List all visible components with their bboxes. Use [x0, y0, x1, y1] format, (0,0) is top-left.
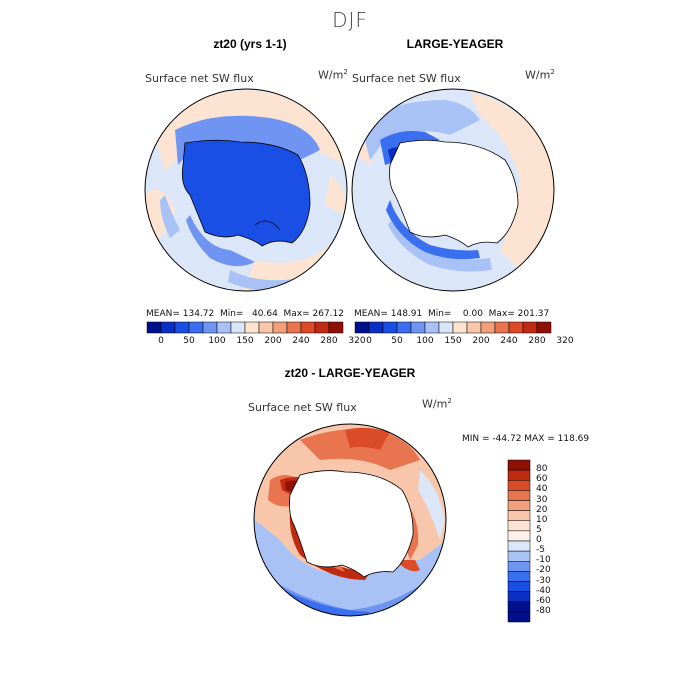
colorbar-tick-label: -30 [536, 575, 551, 586]
colorbar-tick-label: 240 [500, 336, 518, 346]
colorbar-swatch [368, 321, 384, 334]
colorbar-swatch [494, 321, 510, 334]
colorbar-tick-label: 200 [264, 336, 282, 346]
colorbar-swatch [300, 321, 316, 334]
panel1-variable: Surface net SW flux [145, 72, 254, 85]
colorbar-tick-label: 150 [236, 336, 254, 346]
colorbar-tick-label: 50 [183, 336, 195, 346]
colorbar-tick-label: 200 [472, 336, 490, 346]
colorbar-swatch [507, 561, 531, 572]
colorbar-tick-label: 0 [536, 535, 542, 545]
colorbar-swatch [507, 510, 531, 521]
colorbar-tick-label: 320 [348, 336, 366, 346]
colorbar-tick-label: 100 [208, 336, 226, 346]
colorbar-swatch [507, 611, 531, 623]
colorbar-tick-label: 10 [536, 514, 548, 525]
colorbar-swatch [202, 321, 218, 334]
colorbar-tick-label: 150 [444, 336, 462, 346]
colorbar-swatch [174, 321, 190, 334]
panel1-border [144, 88, 348, 292]
colorbar-tick-label: 100 [416, 336, 434, 346]
season-title: DJF [332, 8, 368, 32]
colorbar-swatch [507, 490, 531, 501]
panel3-units: W/m2 [422, 397, 452, 411]
colorbar-tick-label: -60 [536, 595, 551, 606]
colorbar-tick-label: 280 [320, 336, 338, 346]
colorbar-swatch [410, 321, 426, 334]
colorbar-swatch [146, 321, 162, 334]
colorbar-swatch [258, 321, 274, 334]
colorbar-swatch [507, 540, 531, 552]
colorbar-swatch [354, 321, 370, 334]
colorbar-tick-label: 280 [528, 336, 546, 346]
panel2-title: LARGE-YEAGER [406, 37, 504, 51]
colorbar-tick-label: -10 [536, 555, 551, 566]
panel2-units: W/m2 [525, 68, 555, 82]
panel2-variable: Surface net SW flux [352, 72, 461, 85]
colorbar-swatch [438, 321, 454, 334]
colorbar-swatch [286, 321, 302, 334]
colorbar-swatch [452, 321, 468, 334]
panel3-stats: MIN = -44.72 MAX = 118.69 [462, 434, 590, 444]
colorbar-tick-label: -40 [536, 585, 551, 596]
panel2-border [351, 88, 555, 292]
colorbar-swatch [507, 530, 531, 542]
colorbar-swatch [507, 601, 531, 613]
panel3-border [253, 423, 447, 617]
colorbar-swatch [507, 500, 531, 511]
colorbar-tick-label: -20 [536, 565, 551, 576]
colorbar-tick-label: 320 [556, 336, 574, 346]
colorbar-swatch [314, 321, 330, 334]
panel3-variable: Surface net SW flux [248, 401, 357, 414]
colorbar-diff [507, 459, 531, 623]
map-panel3 [254, 424, 446, 616]
colorbar-tick-label: 5 [536, 524, 542, 535]
colorbar-tick-label: 30 [536, 494, 548, 505]
colorbar-swatch [507, 571, 531, 582]
colorbar-panel2 [354, 321, 552, 334]
colorbar-swatch [244, 321, 260, 334]
colorbar-swatch [522, 321, 538, 334]
map-panel1 [145, 89, 347, 291]
colorbar-tick-label: 80 [536, 464, 548, 475]
colorbar-tick-label: 240 [292, 336, 310, 346]
colorbar-swatch [188, 321, 204, 334]
colorbar-swatch [507, 459, 531, 471]
panel1-title: zt20 (yrs 1-1) [213, 37, 287, 51]
map-panel2 [352, 89, 554, 291]
colorbar-tick-label: 60 [536, 474, 548, 485]
colorbar-tick-label: 40 [536, 484, 548, 495]
colorbar-tick-label: 0 [366, 336, 372, 346]
colorbar-swatch [230, 321, 246, 334]
colorbar-tick-label: -80 [536, 605, 551, 616]
colorbar-swatch [160, 321, 176, 334]
panel1-stats: MEAN= 134.72 Min= 40.64 Max= 267.12 [146, 309, 345, 319]
colorbar-swatch [396, 321, 412, 334]
colorbar-tick-label: 20 [536, 504, 548, 515]
colorbar-swatch [508, 321, 524, 334]
panel3-title: zt20 - LARGE-YEAGER [284, 366, 416, 380]
colorbar-tick-label: 50 [391, 336, 403, 346]
colorbar-swatch [507, 480, 531, 491]
colorbar-swatch [536, 321, 552, 334]
colorbar-swatch [216, 321, 232, 334]
colorbar-swatch [382, 321, 398, 334]
colorbar-tick-label: -5 [536, 545, 545, 556]
panel1-units: W/m2 [318, 68, 348, 82]
colorbar-swatch [272, 321, 288, 334]
panel2-stats: MEAN= 148.91 Min= 0.00 Max= 201.37 [354, 309, 550, 319]
colorbar-swatch [424, 321, 440, 334]
colorbar-swatch [466, 321, 482, 334]
colorbar-swatch [507, 581, 531, 592]
colorbar-swatch [507, 469, 531, 481]
colorbar-tick-label: 0 [158, 336, 164, 346]
colorbar-swatch [507, 591, 531, 602]
colorbar-swatch [507, 550, 531, 562]
colorbar-swatch [507, 520, 531, 532]
colorbar-swatch [328, 321, 344, 334]
colorbar-swatch [480, 321, 496, 334]
colorbar-panel1 [146, 321, 344, 334]
